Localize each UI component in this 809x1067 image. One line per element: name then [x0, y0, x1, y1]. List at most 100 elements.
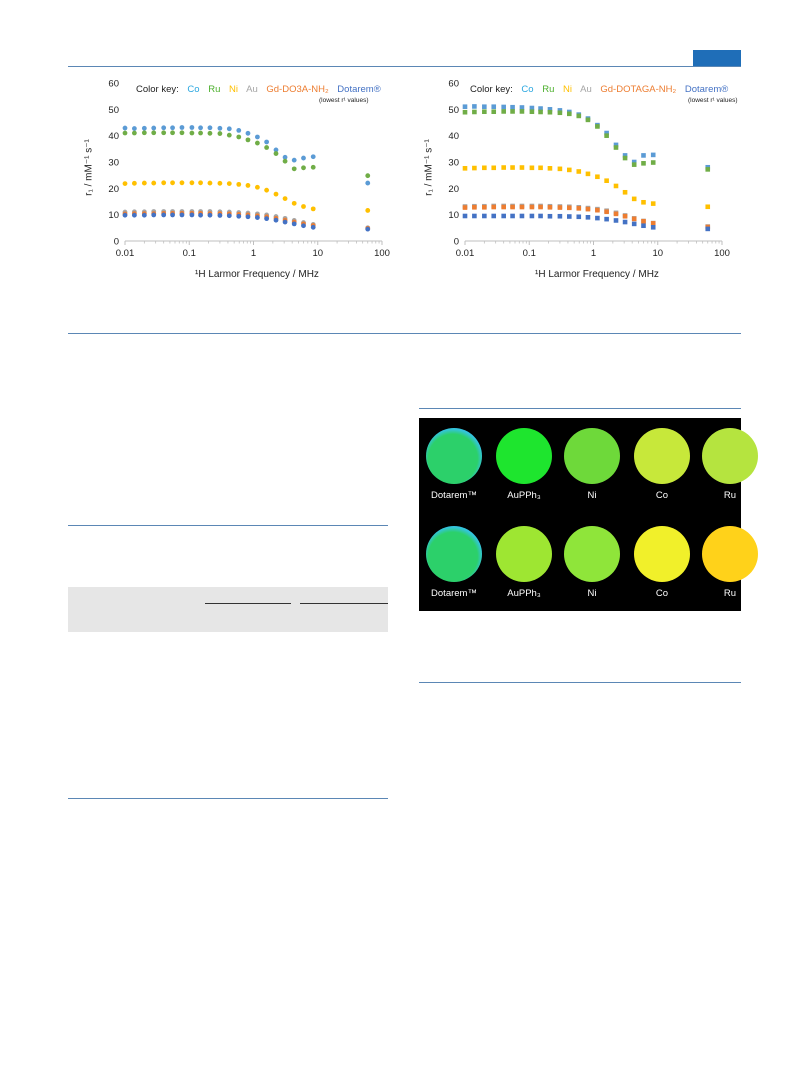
data-point: [189, 180, 195, 186]
data-point: [557, 213, 563, 219]
data-point: [217, 213, 223, 218]
data-point: [291, 221, 297, 227]
y-tick-label: 60: [108, 79, 119, 90]
data-point: [566, 111, 572, 117]
data-point: [179, 125, 185, 130]
data-point: [282, 196, 288, 202]
table-header-bar: [68, 587, 388, 632]
chart-left-ylabel: r₁ / mM⁻¹ s⁻¹: [83, 139, 95, 196]
data-point: [538, 165, 543, 171]
data-point: [365, 208, 371, 213]
data-point: [613, 145, 619, 150]
data-point: [226, 132, 232, 138]
data-point: [585, 215, 591, 220]
data-point: [557, 110, 563, 116]
data-point: [245, 130, 251, 136]
data-point: [254, 215, 260, 220]
phantom-label: Ru: [723, 490, 737, 501]
data-point: [538, 109, 543, 115]
data-point: [472, 204, 477, 210]
phantom-label: Dotarem™: [431, 490, 477, 501]
data-point: [226, 181, 232, 186]
chart-right-key-co: Co: [521, 84, 534, 95]
chart-left-key-dotarem: Dotarem®: [337, 84, 381, 95]
data-point: [217, 180, 223, 186]
data-point: [291, 157, 297, 163]
data-point: [301, 165, 306, 171]
data-point: [301, 204, 306, 209]
data-point: [151, 125, 157, 131]
phantom-label: Co: [655, 490, 669, 501]
y-tick-label: 50: [448, 105, 459, 116]
data-point: [641, 223, 646, 229]
data-point: [365, 226, 371, 232]
data-point: [141, 180, 147, 186]
phantom-image-panel: Dotarem™ AuPPh₃ Ni Co Ru Dotarem™ AuPPh₃ Ni Co Ru: [419, 418, 758, 611]
data-point: [547, 109, 553, 115]
data-point: [264, 145, 270, 150]
relaxivity-chart-right: 0.01 0.1 1 10 100 0 10 20 30 40 50 60 r₁ / mM⁻¹ s⁻¹…: [420, 76, 740, 291]
data-point: [650, 225, 656, 230]
data-point: [282, 158, 288, 164]
chart-left-key-ni: Ni: [229, 84, 238, 95]
data-point: [604, 130, 609, 136]
data-point: [557, 108, 563, 113]
data-point: [264, 187, 270, 193]
data-point: [254, 184, 260, 190]
data-point: [236, 181, 242, 187]
x-tick-label: 1: [591, 248, 596, 259]
data-point: [585, 206, 591, 212]
data-point: [482, 165, 487, 171]
data-point: [122, 181, 128, 186]
chart-left-xlabel: ¹H Larmor Frequency / MHz: [195, 269, 319, 280]
data-point: [631, 221, 637, 227]
data-point: [236, 128, 242, 133]
data-point: [189, 130, 195, 136]
phantom-label: AuPPh₃: [507, 588, 541, 599]
data-point: [207, 212, 213, 218]
data-point: [207, 130, 213, 136]
data-point: [141, 125, 147, 131]
phantom-label: Dotarem™: [431, 588, 477, 599]
y-tick-label: 40: [108, 131, 119, 142]
data-point: [122, 212, 128, 218]
phantom-circle: [702, 526, 758, 582]
data-point: [236, 134, 242, 140]
data-point: [245, 137, 251, 143]
data-point: [472, 213, 477, 219]
data-point: [538, 213, 543, 219]
data-point: [538, 106, 543, 111]
data-point: [462, 109, 468, 115]
chart-right-xlabel: ¹H Larmor Frequency / MHz: [535, 269, 659, 280]
data-point: [264, 216, 270, 222]
data-point: [122, 130, 128, 136]
data-point: [122, 125, 128, 131]
data-point: [310, 206, 316, 212]
y-tick-label: 30: [448, 158, 459, 169]
data-point: [510, 213, 515, 219]
data-point: [510, 165, 515, 170]
data-point: [519, 165, 525, 170]
y-tick-label: 0: [114, 237, 119, 248]
data-point: [491, 213, 497, 219]
data-point: [576, 113, 582, 119]
data-point: [198, 212, 203, 218]
data-point: [282, 219, 288, 225]
data-point: [705, 226, 711, 232]
data-point: [501, 204, 506, 210]
section-rule-5: [419, 682, 741, 683]
data-point: [310, 154, 316, 160]
data-point: [273, 217, 279, 223]
data-point: [595, 207, 600, 213]
section-rule-2: [68, 525, 388, 526]
chart-left-key-gd: Gd-DO3A-NH₂: [266, 84, 329, 95]
data-point: [151, 212, 157, 218]
data-point: [217, 125, 223, 131]
chart-left-key-note: (lowest r¹ values): [319, 97, 369, 104]
data-point: [462, 104, 468, 109]
phantom-label: Ni: [587, 588, 597, 599]
data-point: [365, 173, 371, 179]
data-point: [576, 206, 582, 211]
data-point: [529, 213, 535, 219]
data-point: [226, 213, 232, 219]
